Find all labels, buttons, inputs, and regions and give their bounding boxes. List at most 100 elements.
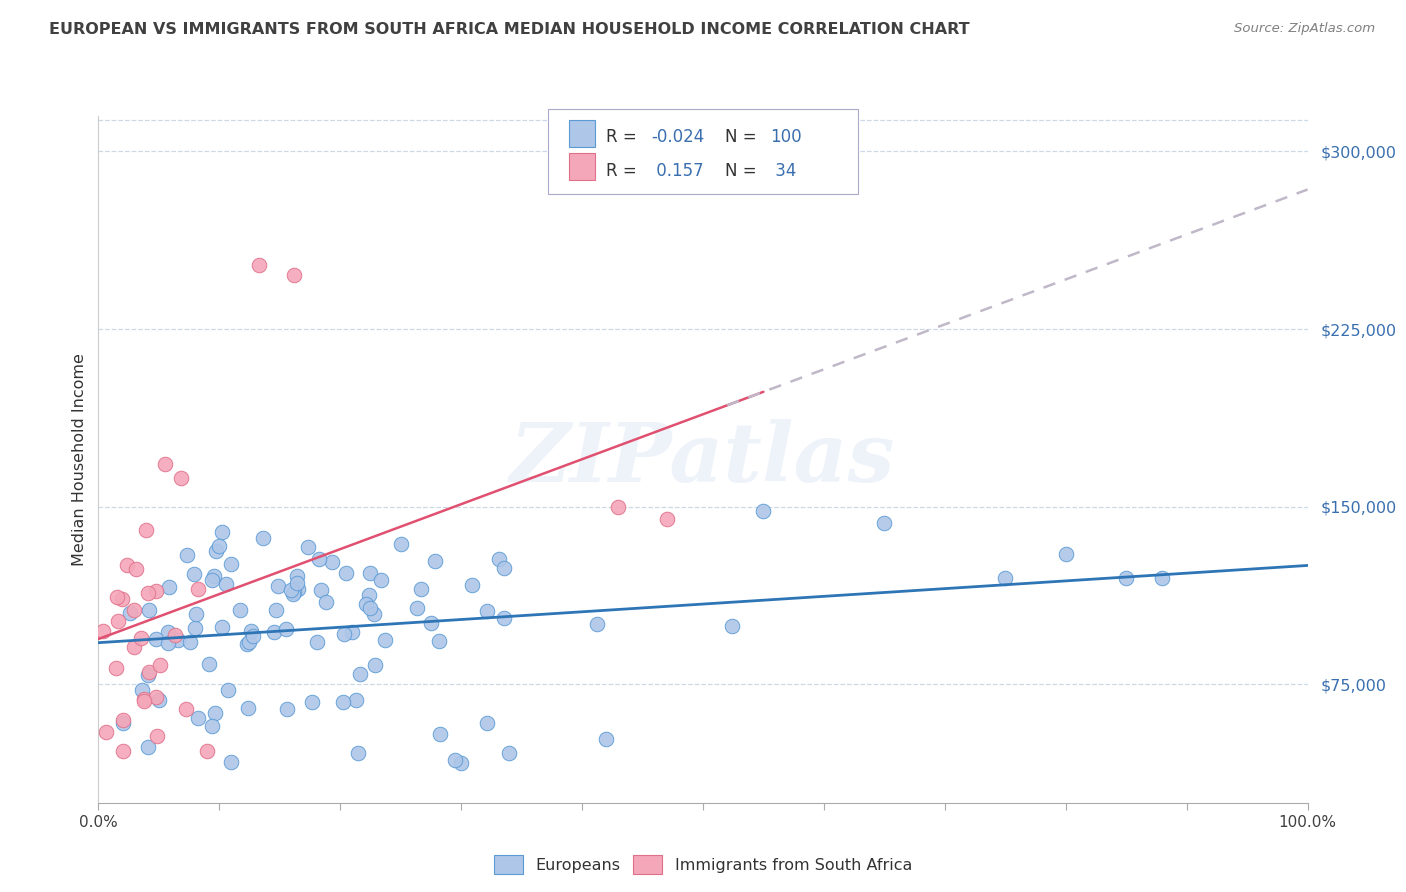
Point [349,667,371,681]
Point [201,718,224,732]
Point [138,603,160,617]
Point [475,715,498,730]
Point [264,602,287,616]
Point [263,625,285,640]
Point [201,574,224,588]
Point [169,471,191,485]
Point [157,625,180,640]
Point [167,632,190,647]
Point [450,756,472,770]
Point [187,582,209,597]
Text: 100: 100 [770,128,801,146]
Point [247,258,270,272]
Point [205,544,228,558]
Point [406,601,429,615]
Point [276,622,298,636]
Point [131,682,153,697]
Point [111,592,134,607]
Point [1054,547,1077,561]
Point [111,716,134,731]
Point [202,569,225,583]
Point [409,582,432,597]
Point [91,624,114,638]
Point [217,682,239,697]
Text: -0.024: -0.024 [651,128,704,146]
Point [585,616,607,631]
Point [311,582,333,597]
Point [498,746,520,760]
Point [332,626,354,640]
Text: N =: N = [725,128,756,146]
Point [105,590,128,604]
Point [475,604,498,618]
Point [321,555,343,569]
Point [301,695,323,709]
Point [118,606,141,620]
Point [242,629,264,643]
Point [179,635,201,649]
Point [204,706,226,720]
Point [176,549,198,563]
Point [219,755,242,769]
Point [111,744,134,758]
Point [655,511,678,525]
Point [208,540,231,554]
Point [287,582,309,596]
Point [134,694,156,708]
Point [595,731,617,746]
Point [145,632,167,647]
Point [238,635,260,649]
Point [215,577,238,591]
Text: 0.157: 0.157 [651,162,703,180]
Point [184,607,207,621]
Point [107,614,129,628]
Point [280,583,302,598]
Point [111,713,134,727]
Point [211,524,233,539]
Point [239,624,262,638]
Point [115,558,138,573]
Point [461,578,484,592]
Point [420,616,443,631]
Point [138,665,160,679]
Point [370,574,392,588]
Text: EUROPEAN VS IMMIGRANTS FROM SOUTH AFRICA MEDIAN HOUSEHOLD INCOME CORRELATION CHA: EUROPEAN VS IMMIGRANTS FROM SOUTH AFRICA… [49,22,970,37]
Point [354,598,377,612]
Point [252,531,274,545]
Point [187,711,209,725]
Text: Source: ZipAtlas.com: Source: ZipAtlas.com [1234,22,1375,36]
Point [1115,571,1137,585]
Point [332,695,354,709]
Y-axis label: Median Household Income: Median Household Income [72,353,87,566]
Point [122,603,145,617]
Point [873,516,896,531]
Point [363,607,385,621]
Point [308,552,330,566]
Legend: Europeans, Immigrants from South Africa: Europeans, Immigrants from South Africa [494,855,912,874]
Point [219,557,242,571]
Point [492,611,515,625]
Point [138,668,160,682]
Point [374,633,396,648]
Point [283,268,305,282]
Text: R =: R = [606,162,637,180]
Point [236,700,259,714]
Text: 34: 34 [770,162,797,180]
Point [315,595,337,609]
Point [429,727,451,741]
Point [134,691,156,706]
Point [146,729,169,743]
Point [285,568,308,582]
Point [607,500,630,514]
Text: R =: R = [606,128,637,146]
Point [153,457,176,471]
Point [305,634,328,648]
Point [347,746,370,760]
Point [492,561,515,575]
Point [183,566,205,581]
Point [359,588,381,602]
Point [148,693,170,707]
Point [145,584,167,599]
Point [297,540,319,554]
Point [157,636,180,650]
